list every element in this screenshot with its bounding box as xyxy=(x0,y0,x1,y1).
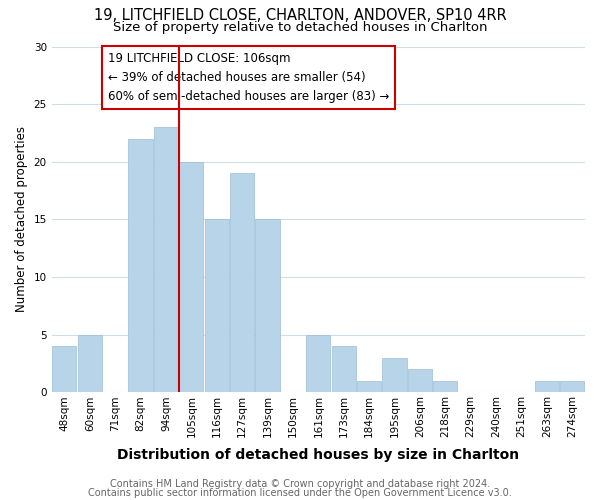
X-axis label: Distribution of detached houses by size in Charlton: Distribution of detached houses by size … xyxy=(117,448,520,462)
Y-axis label: Number of detached properties: Number of detached properties xyxy=(15,126,28,312)
Bar xyxy=(154,127,178,392)
Bar xyxy=(357,381,381,392)
Bar xyxy=(560,381,584,392)
Bar xyxy=(179,162,203,392)
Bar xyxy=(205,220,229,392)
Text: 19, LITCHFIELD CLOSE, CHARLTON, ANDOVER, SP10 4RR: 19, LITCHFIELD CLOSE, CHARLTON, ANDOVER,… xyxy=(94,8,506,22)
Bar xyxy=(535,381,559,392)
Bar xyxy=(306,335,331,392)
Text: Contains public sector information licensed under the Open Government Licence v3: Contains public sector information licen… xyxy=(88,488,512,498)
Text: Size of property relative to detached houses in Charlton: Size of property relative to detached ho… xyxy=(113,21,487,34)
Bar xyxy=(408,370,432,392)
Bar xyxy=(332,346,356,393)
Text: 19 LITCHFIELD CLOSE: 106sqm
← 39% of detached houses are smaller (54)
60% of sem: 19 LITCHFIELD CLOSE: 106sqm ← 39% of det… xyxy=(107,52,389,102)
Text: Contains HM Land Registry data © Crown copyright and database right 2024.: Contains HM Land Registry data © Crown c… xyxy=(110,479,490,489)
Bar xyxy=(128,139,152,392)
Bar xyxy=(77,335,102,392)
Bar xyxy=(382,358,407,392)
Bar xyxy=(433,381,457,392)
Bar xyxy=(230,174,254,392)
Bar xyxy=(256,220,280,392)
Bar xyxy=(52,346,76,393)
